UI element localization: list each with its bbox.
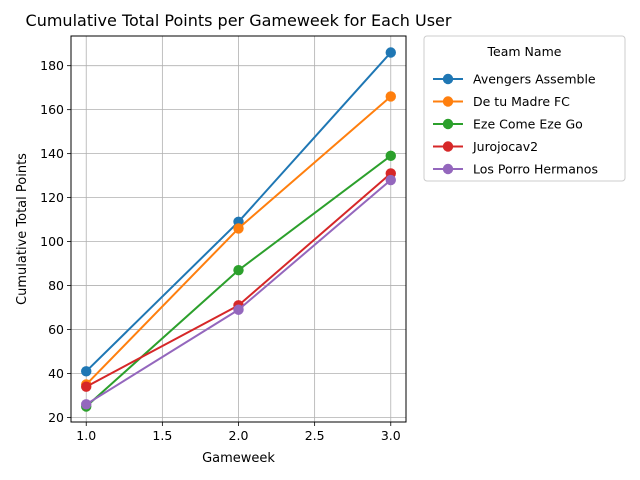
y-tick-label: 60	[48, 322, 64, 337]
x-tick-label: 2.0	[229, 428, 249, 443]
y-tick-label: 120	[40, 190, 64, 205]
data-point	[233, 264, 244, 276]
x-tick-label: 1.0	[76, 428, 96, 443]
data-point	[385, 91, 396, 102]
data-point	[81, 399, 92, 410]
legend-swatch-marker	[442, 118, 454, 130]
legend-item: Avengers Assemble	[433, 72, 596, 87]
y-tick-label: 140	[40, 146, 64, 161]
y-tick-label: 40	[48, 366, 64, 381]
data-point	[81, 381, 92, 392]
legend-item: Eze Come Eze Go	[433, 117, 583, 132]
legend-label: Avengers Assemble	[473, 72, 596, 87]
legend-label: Jurojocav2	[472, 139, 538, 154]
x-tick-label: 3.0	[381, 428, 401, 443]
series-layer	[81, 47, 396, 412]
grid-lines	[71, 36, 406, 422]
chart-title: Cumulative Total Points per Gameweek for…	[26, 11, 452, 30]
data-point	[233, 223, 244, 234]
y-tick-label: 80	[48, 278, 64, 293]
data-point	[81, 366, 92, 377]
legend-title: Team Name	[487, 44, 562, 59]
legend: Team Name Avengers Assemble De tu Madre F…	[423, 35, 626, 182]
series-1	[81, 91, 396, 390]
legend-box	[423, 35, 626, 182]
y-axis: 20 40 60 80 100 120 140 160 180	[40, 58, 71, 425]
legend-label: Los Porro Hermanos	[473, 162, 598, 177]
data-point	[385, 174, 396, 186]
data-point	[385, 47, 396, 58]
legend-item: Los Porro Hermanos	[433, 162, 598, 177]
data-point	[385, 150, 396, 162]
x-tick-label: 1.5	[152, 428, 172, 443]
y-axis-title: Cumulative Total Points	[15, 153, 30, 305]
data-point	[233, 304, 244, 315]
x-axis: 1.0 1.5 2.0 2.5 3.0	[76, 422, 401, 443]
y-tick-label: 180	[40, 58, 64, 73]
legend-item: Jurojocav2	[433, 139, 538, 154]
series-4	[81, 174, 396, 410]
x-tick-label: 2.5	[305, 428, 325, 443]
legend-swatch-marker	[442, 96, 454, 107]
legend-swatch-marker	[442, 163, 454, 175]
legend-swatch-marker	[442, 73, 454, 85]
y-tick-label: 20	[48, 410, 64, 425]
y-tick-label: 160	[40, 102, 64, 117]
legend-item: De tu Madre FC	[433, 94, 570, 109]
x-axis-title: Gameweek	[202, 451, 275, 466]
y-tick-label: 100	[40, 234, 64, 249]
legend-label: Eze Come Eze Go	[473, 117, 583, 132]
legend-swatch-marker	[442, 141, 454, 152]
legend-label: De tu Madre FC	[473, 94, 570, 109]
